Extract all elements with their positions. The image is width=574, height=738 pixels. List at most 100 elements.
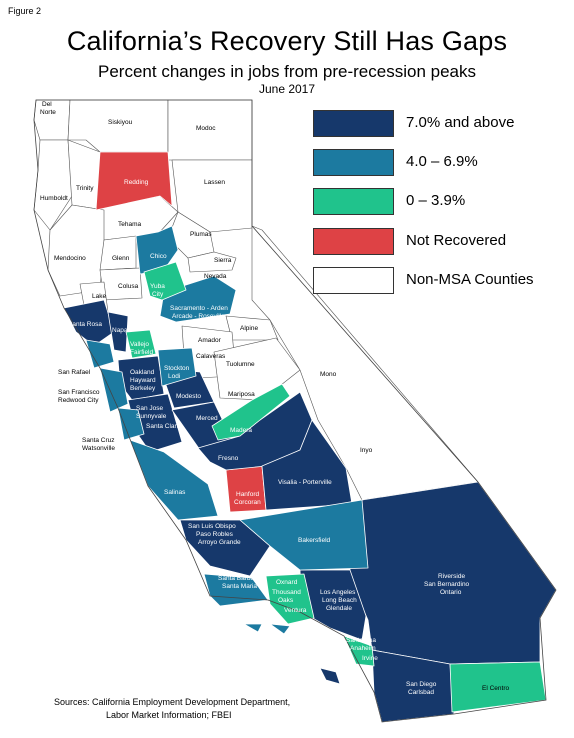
label-chico: Chico: [150, 253, 167, 260]
msa-santa-cruz: [117, 407, 145, 441]
label-oakland-3: Berkeley: [130, 385, 156, 392]
legend-label: 4.0 – 6.9%: [406, 153, 478, 171]
label-los-angeles-3: Glendale: [326, 605, 352, 612]
county-mono-inyo: [251, 225, 479, 501]
label-santa-cruz: Santa Cruz: [82, 437, 115, 444]
label-slo-3: Arroyo Grande: [198, 539, 241, 546]
label-riverside-2: San Bernardino: [424, 581, 470, 588]
label-los-angeles-2: Long Beach: [322, 597, 357, 604]
map-legend: 7.0% and above 4.0 – 6.9% 0 – 3.9% Not R…: [310, 110, 570, 306]
map-date: June 2017: [258, 82, 316, 96]
label-yuba: Yuba: [150, 283, 165, 290]
legend-label: Non-MSA Counties: [406, 270, 534, 288]
label-oakland-2: Hayward: [130, 377, 156, 384]
legend-label: Not Recovered: [406, 231, 507, 249]
msa-madera: [211, 383, 291, 441]
msa-vallejo: [125, 329, 157, 359]
label-modesto: Modesto: [176, 393, 201, 400]
label-salinas: Salinas: [164, 489, 186, 496]
legend-item: 7.0% and above: [310, 110, 570, 149]
label-del-norte-2: Norte: [40, 109, 56, 116]
label-yuba-2: City: [152, 291, 164, 298]
range-4-to-7-msas: [85, 225, 369, 635]
label-santa-barbara-2: Santa Maria: [222, 583, 257, 590]
label-tuolumne: Tuolumne: [226, 361, 255, 368]
label-stockton-2: Lodi: [168, 373, 180, 380]
label-santa-ana-3: Irvine: [362, 655, 378, 662]
island-san-clemente: [319, 667, 341, 685]
label-del-norte: Del: [42, 101, 52, 108]
label-oxnard-3: Oaks: [278, 597, 294, 604]
county-sierra: [187, 251, 237, 273]
label-humboldt: Humboldt: [40, 195, 68, 202]
sources-line-2: Labor Market Information; FBEI: [106, 710, 232, 720]
msa-sf: [99, 367, 129, 413]
msa-visalia: [261, 419, 353, 511]
label-san-jose-2: Sunnyvale: [136, 413, 167, 420]
label-mariposa: Mariposa: [228, 391, 255, 398]
label-plumas: Plumas: [190, 231, 212, 238]
label-mono: Mono: [320, 371, 337, 378]
msa-yuba-city: [143, 261, 187, 301]
label-los-angeles: Los Angeles: [320, 589, 356, 596]
label-napa: Napa: [112, 327, 128, 334]
label-oxnard-4: Ventura: [284, 607, 307, 614]
label-modoc: Modoc: [196, 125, 216, 132]
legend-swatch-non-msa: [313, 266, 394, 294]
county-glenn: [99, 235, 137, 271]
label-el-centro: El Centro: [482, 685, 509, 692]
msa-bakersfield: [239, 499, 369, 571]
label-sierra: Sierra: [214, 257, 232, 264]
label-sacramento-2: Arcade - Roseville: [172, 313, 225, 320]
label-madera: Madera: [230, 427, 252, 434]
label-san-francisco-2: Redwood City: [58, 397, 99, 404]
california-outline: [33, 99, 557, 723]
county-del-norte: [33, 99, 71, 141]
island-santa-catalina-2: [243, 623, 263, 633]
above-7-msas: [63, 299, 557, 723]
label-slo: San Luis Obispo: [188, 523, 236, 530]
label-trinity: Trinity: [76, 185, 94, 192]
msa-napa: [107, 311, 129, 353]
label-sacramento: Sacramento - Arden: [170, 305, 228, 312]
legend-item: 4.0 – 6.9%: [310, 149, 570, 188]
legend-item: Not Recovered: [310, 227, 570, 267]
legend-label: 7.0% and above: [406, 114, 515, 131]
label-slo-2: Paso Robles: [196, 531, 234, 538]
label-stockton: Stockton: [164, 365, 190, 372]
legend-swatch-0-to-4: [313, 188, 394, 216]
label-san-diego: San Diego: [406, 681, 437, 688]
label-amador: Amador: [198, 337, 222, 344]
legend-swatch-not-recovered: [313, 227, 394, 255]
label-san-francisco: San Francisco: [58, 389, 100, 396]
label-hanford-2: Corcoran: [234, 499, 261, 506]
label-hanford: Hanford: [236, 491, 260, 498]
label-fresno: Fresno: [218, 455, 239, 462]
label-tehama: Tehama: [118, 221, 142, 228]
label-visalia: Visalia - Porterville: [278, 479, 332, 486]
range-0-to-4-msas: [125, 261, 547, 713]
county-siskiyou: [67, 99, 169, 153]
label-san-jose: San Jose: [136, 405, 163, 412]
island-santa-catalina-1: [269, 623, 291, 635]
label-redding: Redding: [124, 179, 149, 186]
label-santa-ana-2: Anaheim: [350, 645, 376, 652]
legend-item: Non-MSA Counties: [310, 266, 570, 306]
label-glenn: Glenn: [112, 255, 130, 262]
legend-item: 0 – 3.9%: [310, 188, 570, 227]
label-lassen: Lassen: [204, 179, 225, 186]
msa-chico: [135, 225, 179, 275]
label-riverside-3: Ontario: [440, 589, 462, 596]
label-alpine: Alpine: [240, 325, 258, 332]
msa-oxnard: [265, 573, 315, 625]
sources-note: Sources: California Employment Developme…: [54, 696, 290, 722]
label-calaveras: Calaveras: [196, 353, 226, 360]
legend-swatch-4-to-7: [313, 149, 394, 177]
label-san-diego-2: Carlsbad: [408, 689, 434, 696]
label-lake: Lake: [92, 293, 106, 300]
label-vallejo: Vallejo: [130, 341, 149, 348]
label-oxnard-2: Thousand: [272, 589, 301, 596]
label-mendocino: Mendocino: [54, 255, 86, 262]
label-riverside: Riverside: [438, 573, 465, 580]
